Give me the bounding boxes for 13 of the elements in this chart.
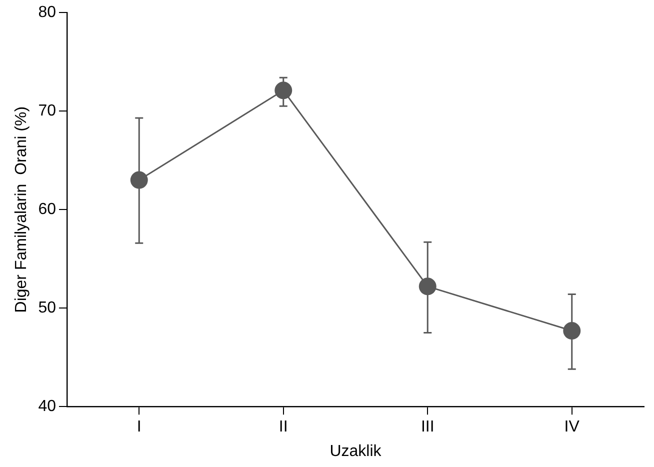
x-tick-label: I <box>136 418 142 436</box>
y-tick-label: 50 <box>38 300 56 317</box>
point <box>563 322 581 340</box>
x-tick-label: III <box>420 418 434 436</box>
y-axis-title: Diger Familyalarin Orani (%) <box>13 106 30 313</box>
y-tick-label: 80 <box>38 4 56 22</box>
x-tick-label: IV <box>564 418 580 436</box>
y-tick-label: 60 <box>38 201 56 218</box>
y-tick-label: 70 <box>38 102 56 120</box>
y-tick-label: 40 <box>38 398 56 416</box>
x-tick-label: II <box>278 418 288 436</box>
point <box>274 82 292 100</box>
x-axis-title: Uzaklik <box>330 442 382 460</box>
